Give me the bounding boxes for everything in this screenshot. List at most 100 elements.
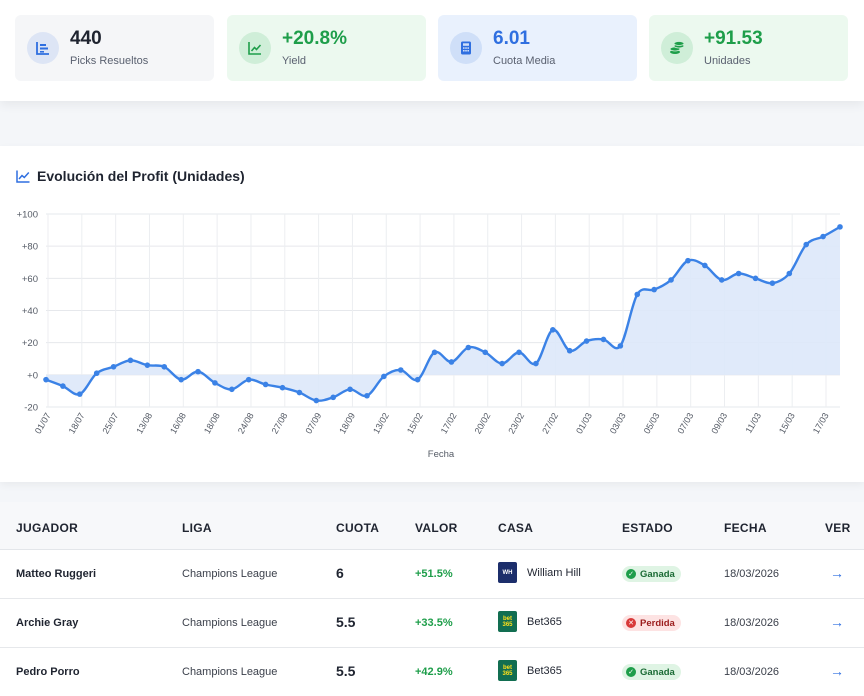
x-axis-label: Fecha: [428, 449, 455, 460]
table-row[interactable]: Pedro Porro Champions League 5.5 +42.9% …: [0, 648, 864, 696]
view-arrow-icon[interactable]: →: [830, 663, 844, 679]
th-value[interactable]: VALOR: [415, 521, 458, 535]
x-tick-label: 17/03: [811, 411, 831, 436]
pick-date: 18/03/2026: [724, 617, 780, 629]
league-name: Champions League: [182, 617, 278, 629]
data-point: [397, 367, 404, 373]
th-view: VER: [825, 521, 851, 535]
odds-value: 5.5: [336, 614, 356, 630]
data-point: [820, 233, 826, 240]
x-tick-label: 24/08: [236, 411, 256, 436]
player-name: Pedro Porro: [16, 666, 80, 678]
pick-date: 18/03/2026: [724, 666, 780, 678]
data-point: [718, 277, 725, 283]
data-point: [533, 360, 539, 367]
th-player[interactable]: JUGADOR: [16, 521, 79, 535]
data-point: [296, 389, 303, 396]
status-badge: ✓ Ganada: [622, 566, 681, 582]
data-point: [448, 359, 455, 365]
th-status[interactable]: ESTADO: [622, 521, 673, 535]
profit-chart-panel: Evolución del Profit (Unidades) +100 +80 +…: [0, 146, 864, 482]
chart-title: Evolución del Profit (Unidades): [16, 168, 245, 184]
odds-value: 5.5: [336, 663, 356, 679]
y-tick-label: +100: [17, 210, 38, 221]
picks-table: JUGADOR LIGA CUOTA VALOR CASA ESTADO FEC…: [0, 502, 864, 696]
pick-date: 18/03/2026: [724, 568, 780, 580]
table-header: JUGADOR LIGA CUOTA VALOR CASA ESTADO FEC…: [0, 502, 864, 550]
x-tick-label: 01/03: [574, 411, 594, 436]
william-hill-logo-icon: WH: [498, 562, 517, 583]
stat-value: 6.01: [493, 28, 530, 49]
table-row[interactable]: Archie Gray Champions League 5.5 +33.5% …: [0, 599, 864, 648]
data-point: [702, 262, 708, 269]
x-tick-label: 20/02: [473, 411, 493, 436]
status-badge: ✓ Ganada: [622, 664, 681, 680]
status-text: Ganada: [640, 568, 675, 580]
status-text: Ganada: [640, 666, 675, 678]
stat-value: +91.53: [704, 28, 763, 49]
profit-area-fill: [46, 226, 840, 401]
x-tick-label: 07/09: [303, 411, 323, 436]
value-percent: +33.5%: [415, 617, 453, 629]
data-point: [262, 381, 269, 388]
th-league[interactable]: LIGA: [182, 521, 212, 535]
data-point: [110, 363, 117, 370]
th-book[interactable]: CASA: [498, 521, 534, 535]
stat-value: 440: [70, 28, 102, 49]
data-point: [550, 327, 556, 333]
data-point: [617, 343, 624, 349]
table-row[interactable]: Matteo Ruggeri Champions League 6 +51.5%…: [0, 550, 864, 599]
x-tick-label: 13/08: [134, 411, 154, 436]
data-point: [685, 257, 691, 264]
data-point: [482, 349, 489, 356]
data-point: [178, 376, 184, 383]
data-point: [735, 270, 742, 277]
data-point: [76, 391, 83, 397]
y-tick-label: +20: [22, 338, 38, 349]
x-tick-label: 09/03: [709, 411, 729, 436]
x-tick-label: 03/03: [608, 411, 628, 436]
x-tick-label: 01/07: [33, 411, 53, 436]
x-tick-label: 25/07: [100, 411, 120, 436]
y-tick-label: +40: [22, 306, 38, 317]
trend-icon: [239, 32, 271, 64]
bookmaker: WH William Hill: [498, 562, 581, 583]
stat-value: +20.8%: [282, 28, 347, 49]
x-icon: ✕: [626, 618, 636, 628]
data-point: [313, 397, 320, 404]
league-name: Champions League: [182, 568, 278, 580]
data-point: [566, 347, 573, 354]
data-point: [634, 291, 641, 298]
data-point: [161, 363, 168, 370]
data-point: [651, 286, 657, 293]
check-icon: ✓: [626, 667, 636, 677]
x-tick-label: 15/02: [405, 411, 425, 436]
bet365-logo-icon: bet 365: [498, 611, 517, 632]
th-date[interactable]: FECHA: [724, 521, 767, 535]
bookmaker-name: Bet365: [527, 615, 562, 628]
data-point: [43, 376, 49, 383]
data-point: [837, 224, 843, 230]
data-point: [803, 241, 810, 248]
check-icon: ✓: [626, 569, 636, 579]
data-point: [600, 336, 607, 343]
data-point: [516, 349, 522, 356]
data-point: [127, 357, 134, 364]
stat-label: Yield: [282, 55, 307, 67]
data-point: [347, 386, 353, 393]
view-arrow-icon[interactable]: →: [830, 614, 844, 630]
league-name: Champions League: [182, 666, 278, 678]
data-point: [465, 344, 472, 351]
view-arrow-icon[interactable]: →: [830, 565, 844, 581]
data-point: [93, 370, 100, 377]
bookmaker-name: Bet365: [527, 664, 562, 677]
x-tick-label: 13/02: [371, 411, 391, 436]
y-tick-label: +60: [22, 274, 38, 285]
stat-card-units: +91.53 Unidades: [649, 15, 848, 81]
x-tick-label: 16/08: [168, 411, 188, 436]
data-point: [245, 376, 252, 383]
data-point: [330, 394, 336, 401]
data-point: [381, 373, 387, 380]
th-odds[interactable]: CUOTA: [336, 521, 380, 535]
